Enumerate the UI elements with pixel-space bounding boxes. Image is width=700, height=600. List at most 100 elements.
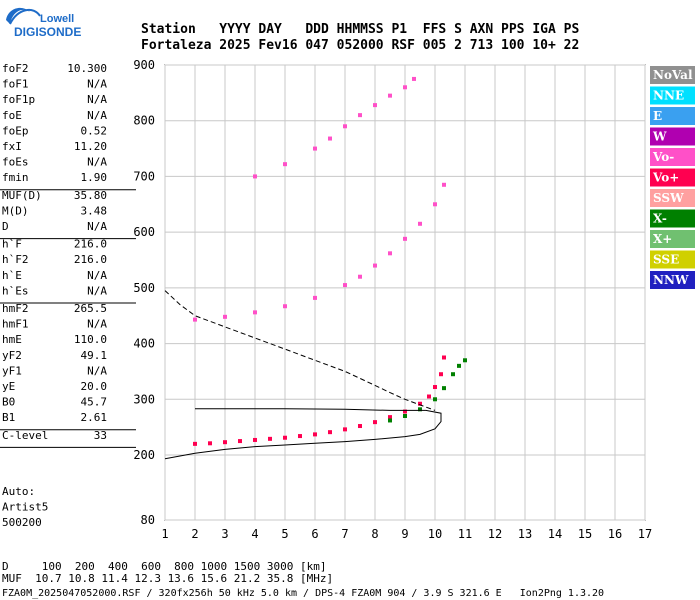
auto-line: 500200: [2, 516, 42, 529]
param-value: 45.7: [81, 396, 108, 409]
y-tick-label: 600: [133, 225, 155, 239]
header-row1: Station YYYY DAY DDD HHMMSS P1 FFS S AXN…: [141, 22, 579, 37]
echo-point: [373, 420, 377, 425]
footer-file-line: FZA0M_2025047052000.RSF / 320fx256h 50 k…: [2, 588, 604, 599]
x-tick-label: 10: [428, 527, 442, 541]
param-name: foF2: [2, 62, 29, 75]
echo-point: [193, 317, 197, 322]
auto-line: Artist5: [2, 501, 48, 514]
echo-point: [298, 434, 302, 439]
echo-point: [313, 295, 317, 300]
autoscaling-info: Auto: Artist5 500200: [2, 485, 48, 529]
echo-point: [442, 386, 446, 391]
x-tick-label: 8: [371, 527, 378, 541]
x-tick-label: 7: [341, 527, 348, 541]
param-name: yF2: [2, 349, 22, 362]
echo-point: [238, 439, 242, 444]
param-name: foEs: [2, 156, 29, 169]
echo-point: [427, 394, 431, 399]
header-row2: Fortaleza 2025 Fev16 047 052000 RSF 005 …: [141, 38, 579, 53]
echo-point: [193, 441, 197, 446]
echo-point: [253, 174, 257, 179]
echo-point: [403, 236, 407, 241]
param-value: N/A: [87, 364, 107, 377]
echo-point: [328, 136, 332, 141]
parameter-panel: foF2 10.300 foF1 N/A foF1p N/A foE N/A foEp 0.52 f…: [0, 62, 136, 448]
param-name: foF1p: [2, 93, 35, 106]
y-tick-label: 200: [133, 448, 155, 462]
param-name: B1: [2, 411, 15, 424]
echo-point: [418, 221, 422, 226]
param-value: 49.1: [81, 349, 108, 362]
param-name: D: [2, 220, 9, 233]
echo-point: [358, 113, 362, 118]
footer-muf-line: MUF 10.7 10.8 11.4 12.3 13.6 15.6 21.2 3…: [2, 572, 333, 585]
x-tick-label: 4: [251, 527, 258, 541]
legend-swatch: [650, 168, 695, 187]
param-value: N/A: [87, 78, 107, 91]
echo-point: [418, 407, 422, 412]
echo-point: [313, 432, 317, 437]
param-name: MUF(D): [2, 189, 42, 202]
param-value: N/A: [87, 93, 107, 106]
param-value: 110.0: [74, 333, 107, 346]
legend-swatch: [650, 189, 695, 207]
param-name: C-level: [2, 429, 48, 442]
echo-point: [343, 124, 347, 129]
dashed-profile-line: [164, 290, 436, 411]
param-name: h`F: [2, 238, 22, 251]
param-value: N/A: [87, 220, 107, 233]
param-value: 10.300: [67, 62, 107, 75]
y-tick-label: 500: [133, 281, 155, 295]
param-name: h`F2: [2, 253, 29, 266]
echo-point: [457, 363, 461, 368]
x-tick-labels: 1 2 3 4 5 6 7 8 9 10 11 12 13 14 15 16 17: [161, 527, 652, 541]
legend-swatch: [650, 209, 695, 228]
echo-point: [253, 310, 257, 315]
param-name: B0: [2, 396, 15, 409]
legend: NoVal NNE EW Vo- Vo+ SSW X- X+ SSE NNW: [650, 66, 695, 289]
echo-point: [442, 355, 446, 360]
param-value: 0.52: [81, 124, 108, 137]
echo-point: [268, 436, 272, 441]
legend-label: NoVal: [653, 68, 693, 82]
param-name: hmF1: [2, 318, 29, 331]
legend-label: X+: [653, 232, 672, 246]
x-tick-label: 11: [458, 527, 472, 541]
param-name: h`Es: [2, 284, 29, 297]
echo-traces: [193, 76, 467, 446]
x-tick-label: 12: [488, 527, 502, 541]
param-value: 1.90: [81, 171, 108, 184]
y-tick-label: 900: [133, 58, 155, 72]
echo-point: [283, 435, 287, 440]
x-tick-label: 16: [608, 527, 622, 541]
param-value: N/A: [87, 318, 107, 331]
param-value: N/A: [87, 284, 107, 297]
x-tick-label: 6: [311, 527, 318, 541]
echo-point: [403, 414, 407, 418]
x-tick-label: 1: [161, 527, 168, 541]
echo-point: [253, 437, 257, 442]
param-name: h`E: [2, 269, 22, 282]
echo-point: [283, 162, 287, 167]
param-value: 20.0: [81, 380, 108, 393]
echo-point: [388, 418, 392, 423]
x-tick-label: 17: [638, 527, 652, 541]
echo-point: [442, 182, 446, 187]
param-value: 11.20: [74, 140, 107, 153]
param-value: 216.0: [74, 253, 107, 266]
param-value: 35.80: [74, 189, 107, 202]
echo-point: [223, 440, 227, 445]
x-tick-label: 3: [221, 527, 228, 541]
param-name: foF1: [2, 78, 29, 91]
legend-label: SSE: [653, 253, 679, 267]
param-value: 216.0: [74, 238, 107, 251]
echo-point: [412, 76, 416, 81]
legend-label: NNW: [653, 273, 689, 287]
legend-swatch: [650, 107, 695, 125]
y-tick-label: 300: [133, 392, 155, 406]
legend-label: Vo+: [652, 171, 679, 185]
echo-point: [388, 415, 392, 420]
logo-line1: Lowell: [40, 13, 74, 25]
